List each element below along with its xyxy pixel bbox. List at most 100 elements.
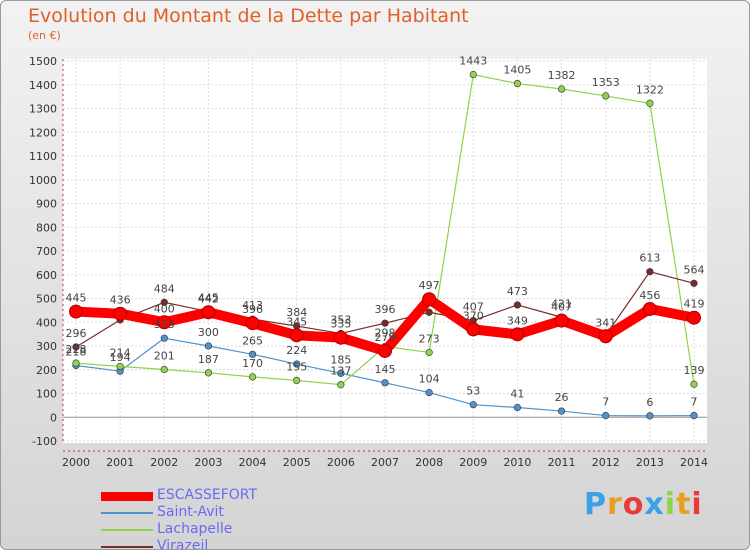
- data-point: [116, 362, 124, 371]
- data-label: 279: [375, 331, 396, 344]
- data-label: 201: [154, 350, 175, 363]
- legend-label: Lachapelle: [157, 521, 233, 537]
- logo-letter: x: [644, 487, 665, 522]
- data-point: [245, 316, 260, 331]
- data-point: [337, 369, 345, 377]
- data-label: 224: [286, 344, 307, 357]
- data-point: [248, 350, 257, 358]
- data-label: 300: [198, 326, 219, 339]
- x-tick-label: 2004: [239, 456, 267, 469]
- data-label: 170: [242, 357, 263, 370]
- data-point: [160, 365, 168, 374]
- data-point: [248, 373, 257, 381]
- data-label: 333: [154, 318, 175, 331]
- logo-letter: r: [607, 487, 623, 522]
- data-label: 26: [555, 391, 569, 404]
- data-label: 298: [375, 326, 396, 339]
- data-label: 421: [551, 297, 572, 310]
- data-point: [337, 381, 345, 389]
- y-tick-label: 800: [36, 221, 57, 234]
- x-tick-label: 2012: [592, 456, 620, 469]
- data-point: [425, 308, 433, 316]
- data-label: 473: [507, 285, 528, 298]
- x-tick-label: 2005: [283, 456, 311, 469]
- data-label: 41: [510, 388, 524, 401]
- data-label: 413: [242, 299, 263, 312]
- data-label: 341: [595, 316, 616, 329]
- data-label: 456: [639, 289, 660, 302]
- legend-label: Virazeil: [157, 538, 209, 550]
- legend-label: Saint-Avit: [157, 504, 224, 520]
- data-point: [602, 411, 610, 420]
- x-tick-label: 2007: [371, 456, 399, 469]
- data-point: [422, 292, 437, 307]
- data-point: [381, 319, 389, 327]
- data-point: [642, 301, 657, 316]
- data-point: [157, 315, 172, 330]
- y-tick-label: 1200: [29, 126, 57, 139]
- legend-swatch: [101, 529, 153, 531]
- y-tick-label: 100: [36, 388, 57, 401]
- legend-swatch: [101, 546, 153, 548]
- y-tick-label: 1100: [29, 150, 57, 163]
- proxiti-logo: Proxiti: [584, 487, 703, 522]
- x-tick-label: 2008: [415, 456, 443, 469]
- data-point: [646, 412, 654, 420]
- data-label: 396: [242, 303, 263, 316]
- data-label: 564: [684, 263, 705, 276]
- data-label: 53: [466, 385, 480, 398]
- x-tick-label: 2006: [327, 456, 355, 469]
- data-label: 445: [66, 292, 87, 305]
- data-point: [690, 279, 698, 287]
- data-point: [690, 380, 698, 388]
- y-tick-label: -100: [32, 435, 57, 448]
- x-tick-label: 2011: [548, 456, 576, 469]
- data-point: [513, 79, 522, 88]
- legend-label: ESCASSEFORT: [157, 487, 258, 503]
- legend-swatch: [101, 512, 153, 514]
- data-label: 442: [198, 292, 219, 305]
- data-point: [160, 334, 168, 342]
- y-tick-label: 1300: [29, 103, 57, 116]
- data-label: 145: [375, 363, 396, 376]
- data-label: 185: [330, 353, 351, 366]
- y-tick-label: 600: [36, 269, 57, 282]
- data-label: 370: [463, 309, 484, 322]
- data-point: [466, 322, 481, 337]
- data-label: 214: [110, 346, 131, 359]
- data-point: [333, 330, 348, 345]
- data-point: [646, 99, 654, 107]
- logo-letter: i: [664, 487, 677, 522]
- data-point: [602, 92, 610, 100]
- y-tick-label: 300: [36, 340, 57, 353]
- y-tick-label: 400: [36, 316, 57, 329]
- logo-letter: i: [691, 487, 703, 522]
- logo-letter: P: [584, 487, 607, 522]
- x-tick-label: 2013: [636, 456, 664, 469]
- data-label: 265: [242, 334, 263, 347]
- data-label: 7: [691, 396, 698, 409]
- data-point: [557, 407, 566, 415]
- data-label: 1353: [592, 76, 620, 89]
- data-point: [598, 329, 613, 344]
- data-label: 335: [330, 318, 351, 331]
- data-point: [469, 70, 477, 79]
- data-label: 1443: [459, 55, 487, 68]
- data-label: 139: [684, 364, 705, 377]
- data-label: 396: [375, 303, 396, 316]
- data-label: 497: [419, 279, 440, 292]
- x-tick-label: 2010: [503, 456, 531, 469]
- data-point: [381, 379, 389, 387]
- data-label: 187: [198, 353, 219, 366]
- chart-subtitle: (en €): [28, 29, 61, 42]
- data-label: 194: [110, 351, 131, 364]
- x-tick-label: 2002: [150, 456, 178, 469]
- data-point: [204, 369, 213, 377]
- data-label: 436: [110, 294, 131, 307]
- data-label: 407: [551, 301, 572, 314]
- data-label: 7: [602, 396, 609, 409]
- data-point: [557, 85, 566, 93]
- y-tick-label: 1400: [29, 79, 57, 92]
